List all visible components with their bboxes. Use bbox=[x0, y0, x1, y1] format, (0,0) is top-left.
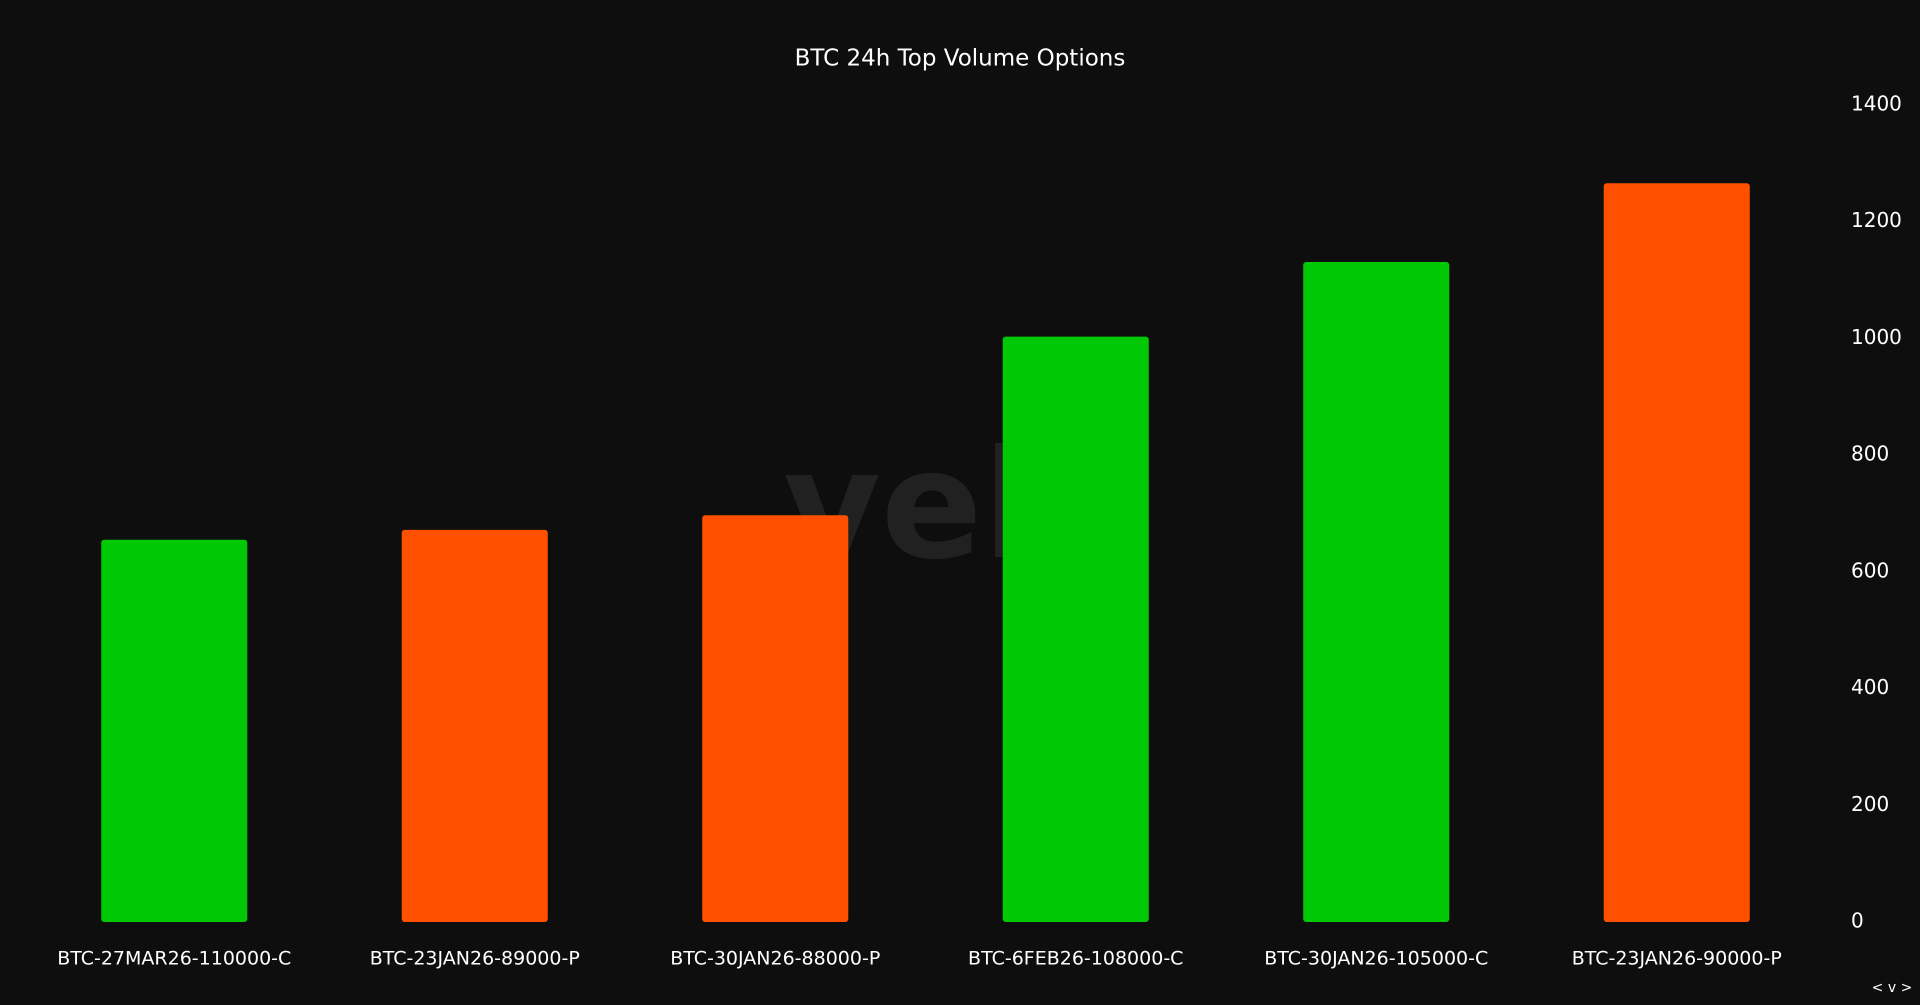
x-tick-label: BTC-30JAN26-88000-P bbox=[670, 948, 880, 970]
y-tick-label: 0 bbox=[1851, 909, 1864, 933]
y-tick-label: 200 bbox=[1851, 792, 1889, 816]
y-tick-label: 1200 bbox=[1851, 208, 1902, 232]
bar bbox=[401, 529, 548, 922]
x-tick-label: BTC-23JAN26-89000-P bbox=[370, 948, 580, 970]
x-tick-label: BTC-6FEB26-108000-C bbox=[968, 948, 1183, 970]
bar bbox=[1303, 261, 1450, 922]
y-tick-label: 800 bbox=[1851, 442, 1889, 466]
bar bbox=[702, 515, 849, 922]
bar bbox=[101, 539, 248, 922]
chart-title: BTC 24h Top Volume Options bbox=[795, 46, 1126, 72]
y-tick-label: 1000 bbox=[1851, 325, 1902, 349]
x-tick-label: BTC-30JAN26-105000-C bbox=[1264, 948, 1488, 970]
x-tick-label: BTC-23JAN26-90000-P bbox=[1572, 948, 1782, 970]
bar bbox=[1603, 183, 1750, 922]
y-tick-label: 1400 bbox=[1851, 92, 1902, 116]
x-tick-label: BTC-27MAR26-110000-C bbox=[57, 948, 291, 970]
nav-controls[interactable]: < v > bbox=[1872, 980, 1913, 996]
bar bbox=[1002, 336, 1149, 922]
y-tick-label: 400 bbox=[1851, 675, 1889, 699]
y-tick-label: 600 bbox=[1851, 558, 1889, 582]
